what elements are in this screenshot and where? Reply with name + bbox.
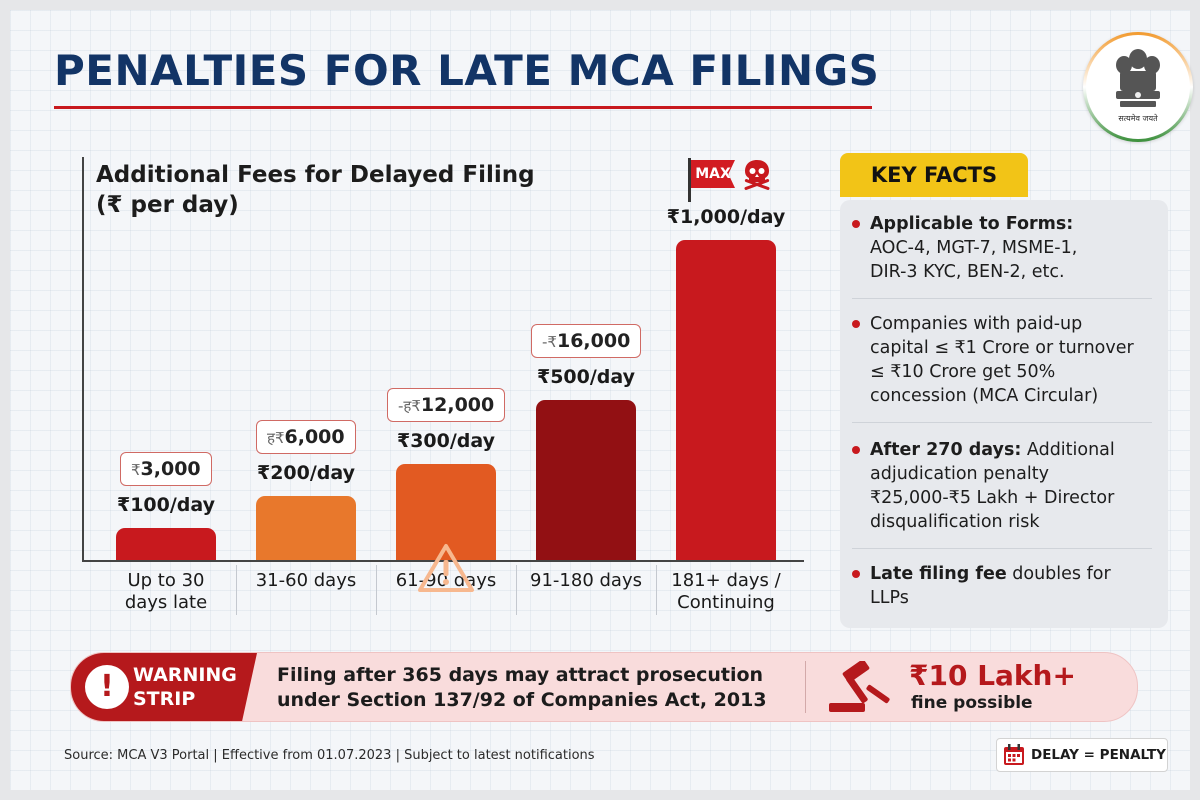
warning-label-line-1: WARNING bbox=[133, 664, 237, 686]
category-separator bbox=[656, 565, 657, 615]
bar-1 bbox=[116, 528, 216, 560]
cap-value: 16,000 bbox=[556, 330, 631, 352]
fact-divider bbox=[852, 298, 1152, 299]
fact-adjudication-title: After 270 days: bbox=[870, 440, 1022, 460]
fact-concession-line-3: ≤ ₹10 Crore get 50% bbox=[870, 362, 1056, 382]
fact-bullet bbox=[852, 220, 860, 228]
x-tick-label: 31-60 days bbox=[226, 570, 386, 592]
fact-concession-line-2: capital ≤ ₹1 Crore or turnover bbox=[870, 338, 1134, 358]
bar-cap-label: -ह₹12,000 bbox=[387, 388, 506, 422]
fact-adjudication-line-3: disqualification risk bbox=[870, 512, 1040, 532]
fact-adjudication: After 270 days: Additional adjudication … bbox=[870, 438, 1152, 534]
title-underline bbox=[54, 106, 872, 109]
fact-forms: Applicable to Forms: AOC-4, MGT-7, MSME-… bbox=[870, 212, 1152, 284]
warning-message-line-1: Filing after 365 days may attract prosec… bbox=[277, 664, 764, 686]
fact-adjudication-line-2: ₹25,000-₹5 Lakh + Director bbox=[870, 488, 1115, 508]
fact-bullet bbox=[852, 570, 860, 578]
cap-prefix: ₹ bbox=[131, 461, 141, 479]
fact-concession-line-4: concession (MCA Circular) bbox=[870, 386, 1099, 406]
chart-title-main: Additional Fees for Delayed Filing bbox=[96, 162, 535, 188]
fact-llp-title: Late filing fee bbox=[870, 564, 1007, 584]
emblem-motto: सत्यमेव जयते bbox=[1118, 114, 1158, 123]
flag-pole bbox=[688, 158, 691, 202]
warning-label-line-2: STRIP bbox=[133, 688, 196, 710]
key-facts-panel: Applicable to Forms: AOC-4, MGT-7, MSME-… bbox=[840, 200, 1168, 628]
fact-forms-line-2: DIR-3 KYC, BEN-2, etc. bbox=[870, 262, 1065, 282]
x-tick-label: Up to 30 days late bbox=[86, 570, 246, 614]
delay-penalty-badge: DELAY = PENALTY bbox=[996, 738, 1168, 772]
cap-prefix: -ह₹ bbox=[398, 397, 421, 415]
emblem-icon bbox=[1116, 49, 1160, 107]
category-separator bbox=[236, 565, 237, 615]
bar-4 bbox=[536, 400, 636, 560]
fact-adjudication-tail: Additional bbox=[1021, 440, 1115, 460]
bar-rate-label: ₹100/day bbox=[116, 494, 216, 516]
x-tick-line: 91-180 days bbox=[530, 570, 642, 591]
gavel-icon bbox=[829, 661, 890, 712]
y-axis bbox=[82, 157, 84, 562]
delay-penalty-text: DELAY = PENALTY bbox=[1031, 747, 1166, 763]
x-tick-line: days late bbox=[124, 592, 208, 613]
fact-bullet bbox=[852, 320, 860, 328]
category-separator bbox=[516, 565, 517, 615]
x-tick-label: 181+ days / Continuing bbox=[646, 570, 806, 614]
bar-2 bbox=[256, 496, 356, 560]
fact-llp-tail: doubles for bbox=[1006, 564, 1111, 584]
bar-cap-label: -₹16,000 bbox=[531, 324, 642, 358]
skull-icon bbox=[744, 160, 770, 190]
bar-cap-label: ₹3,000 bbox=[120, 452, 212, 486]
infographic-card: PENALTIES FOR LATE MCA FILINGS सत्यमेव ज… bbox=[10, 10, 1190, 790]
national-emblem: सत्यमेव जयते bbox=[1083, 32, 1193, 142]
calendar-icon bbox=[1004, 744, 1024, 765]
fact-divider bbox=[852, 422, 1152, 423]
x-tick-line: 31-60 days bbox=[255, 570, 357, 591]
x-axis bbox=[82, 560, 804, 562]
fact-divider bbox=[852, 548, 1152, 549]
page-title: PENALTIES FOR LATE MCA FILINGS bbox=[54, 46, 880, 95]
fact-llp: Late filing fee doubles for LLPs bbox=[870, 562, 1152, 610]
fact-concession-line-1: Companies with paid-up bbox=[870, 314, 1083, 334]
warning-strip: ! WARNING STRIP Filing after 365 days ma… bbox=[70, 652, 1138, 722]
source-note: Source: MCA V3 Portal | Effective from 0… bbox=[64, 748, 595, 763]
cap-prefix: -₹ bbox=[542, 333, 557, 351]
warning-message-line-2: under Section 137/92 of Companies Act, 2… bbox=[277, 689, 767, 711]
key-facts-heading: KEY FACTS bbox=[840, 153, 1028, 197]
fact-forms-line-1: AOC-4, MGT-7, MSME-1, bbox=[870, 238, 1078, 258]
max-flag: MAX bbox=[691, 160, 735, 188]
cap-value: 6,000 bbox=[284, 426, 345, 448]
x-tick-line: Up to 30 bbox=[127, 570, 205, 591]
fact-adjudication-line-1: adjudication penalty bbox=[870, 464, 1049, 484]
fact-bullet bbox=[852, 446, 860, 454]
warning-message: Filing after 365 days may attract prosec… bbox=[277, 663, 767, 713]
bar-cap-label: ह₹6,000 bbox=[256, 420, 356, 454]
fact-forms-title: Applicable to Forms: bbox=[870, 214, 1074, 234]
bar-5 bbox=[676, 240, 776, 560]
bar-rate-label: ₹1,000/day bbox=[666, 206, 786, 228]
cap-value: 3,000 bbox=[140, 458, 201, 480]
fact-llp-line-1: LLPs bbox=[870, 588, 909, 608]
fact-concession: Companies with paid-up capital ≤ ₹1 Cror… bbox=[870, 312, 1152, 408]
x-tick-label: 91-180 days bbox=[506, 570, 666, 592]
bar-rate-label: ₹200/day bbox=[256, 462, 356, 484]
bar-rate-label: ₹500/day bbox=[536, 366, 636, 388]
chart-title-unit: (₹ per day) bbox=[96, 192, 239, 218]
x-tick-line: 181+ days / bbox=[671, 570, 781, 591]
x-tick-line: Continuing bbox=[677, 592, 775, 613]
fine-amount: ₹10 Lakh+ bbox=[909, 659, 1076, 692]
chart-title: Additional Fees for Delayed Filing (₹ pe… bbox=[96, 160, 535, 220]
category-separator bbox=[376, 565, 377, 615]
cap-prefix: ह₹ bbox=[267, 429, 285, 447]
bar-rate-label: ₹300/day bbox=[396, 430, 496, 452]
warning-divider bbox=[805, 661, 806, 713]
cap-value: 12,000 bbox=[420, 394, 495, 416]
warning-label: WARNING STRIP bbox=[133, 663, 237, 711]
fine-note: fine possible bbox=[911, 693, 1033, 713]
warning-triangle-icon bbox=[418, 544, 474, 592]
exclamation-icon: ! bbox=[85, 665, 129, 709]
